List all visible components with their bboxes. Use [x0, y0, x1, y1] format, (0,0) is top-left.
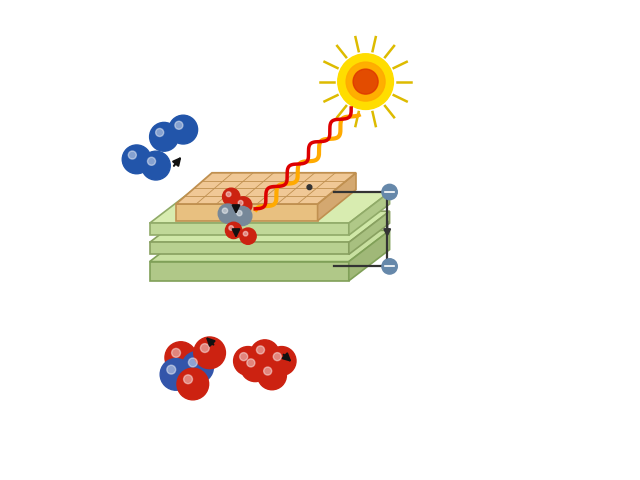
Circle shape — [194, 337, 225, 369]
Circle shape — [223, 188, 240, 205]
Polygon shape — [317, 173, 356, 221]
Circle shape — [243, 231, 248, 236]
Circle shape — [273, 353, 282, 360]
Circle shape — [172, 348, 180, 357]
Circle shape — [307, 185, 312, 190]
Circle shape — [141, 151, 170, 180]
Polygon shape — [150, 230, 390, 262]
Polygon shape — [349, 230, 390, 281]
Circle shape — [147, 157, 156, 165]
Polygon shape — [150, 223, 349, 235]
Circle shape — [150, 122, 179, 151]
Circle shape — [122, 145, 151, 174]
Circle shape — [177, 368, 209, 400]
Circle shape — [175, 121, 183, 129]
Circle shape — [222, 208, 228, 214]
Polygon shape — [349, 211, 390, 254]
Circle shape — [229, 226, 234, 230]
Circle shape — [160, 359, 192, 390]
Circle shape — [247, 359, 255, 367]
Circle shape — [165, 342, 196, 373]
Polygon shape — [176, 173, 356, 204]
Circle shape — [128, 151, 136, 159]
Circle shape — [338, 54, 394, 109]
Polygon shape — [150, 192, 390, 223]
Circle shape — [184, 375, 193, 384]
Circle shape — [238, 201, 243, 205]
Polygon shape — [150, 211, 390, 242]
Polygon shape — [176, 204, 317, 221]
Circle shape — [257, 346, 264, 354]
Polygon shape — [150, 262, 349, 281]
Circle shape — [241, 353, 269, 382]
Circle shape — [235, 197, 252, 214]
Polygon shape — [150, 242, 349, 254]
Circle shape — [188, 358, 197, 367]
Circle shape — [346, 62, 385, 101]
Circle shape — [169, 115, 198, 144]
Circle shape — [167, 365, 176, 374]
Circle shape — [382, 259, 397, 274]
Circle shape — [353, 69, 378, 94]
Circle shape — [250, 340, 279, 369]
Circle shape — [234, 347, 262, 375]
Circle shape — [218, 204, 237, 223]
Circle shape — [237, 210, 242, 216]
Circle shape — [226, 192, 231, 197]
Circle shape — [258, 361, 287, 390]
Circle shape — [239, 353, 248, 360]
Circle shape — [240, 228, 256, 244]
Circle shape — [156, 129, 164, 136]
Circle shape — [200, 344, 209, 352]
Circle shape — [233, 206, 252, 226]
Circle shape — [268, 347, 296, 375]
Circle shape — [382, 184, 397, 200]
Polygon shape — [349, 192, 390, 235]
Circle shape — [264, 367, 272, 375]
Circle shape — [225, 222, 242, 239]
Circle shape — [182, 351, 214, 383]
